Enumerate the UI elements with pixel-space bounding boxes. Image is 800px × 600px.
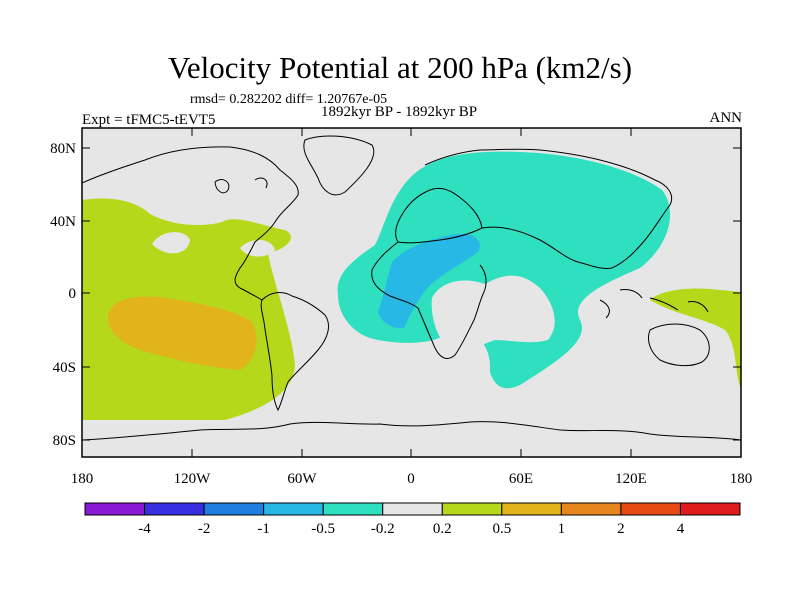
- lon-tick-180w: 180: [71, 471, 94, 487]
- colorbar-label-7: 1: [558, 521, 566, 537]
- colorbar-label-3: -0.5: [311, 521, 335, 537]
- colorbar: [84, 502, 741, 516]
- lat-tick-40n: 40N: [50, 214, 76, 230]
- colorbar-box-9: [620, 502, 681, 516]
- colorbar-box-3: [263, 502, 324, 516]
- west-pacific-positive-region: [650, 288, 741, 388]
- africa-neutral-pocket: [431, 275, 555, 352]
- colorbar-label-4: -0.2: [371, 521, 395, 537]
- eastern-negative-region: [337, 151, 671, 389]
- season-label: ANN: [709, 110, 743, 126]
- lon-tick-180e: 180: [730, 471, 753, 487]
- lon-tick-120e: 120E: [615, 471, 647, 487]
- colorbar-box-5: [382, 502, 443, 516]
- lon-tick-60e: 60E: [509, 471, 533, 487]
- south-america-coast: [260, 292, 329, 412]
- colorbar-box-7: [501, 502, 562, 516]
- colorbar-label-6: 0.5: [492, 521, 511, 537]
- colorbar-label-5: 0.2: [433, 521, 452, 537]
- lat-tick-80s: 80S: [53, 433, 76, 449]
- colorbar-label-2: -1: [257, 521, 270, 537]
- colorbar-labels: -4 -2 -1 -0.5 -0.2 0.2 0.5 1 2 4: [138, 521, 684, 537]
- colorbar-box-1: [144, 502, 205, 516]
- axis-ticks: [81, 128, 742, 457]
- colorbar-label-0: -4: [138, 521, 151, 537]
- colorbar-box-4: [322, 502, 384, 516]
- lon-tick-120w: 120W: [174, 471, 212, 487]
- colorbar-label-9: 4: [677, 521, 685, 537]
- period-label: 1892kyr BP - 1892kyr BP: [321, 104, 478, 120]
- colorbar-label-8: 2: [617, 521, 625, 537]
- asia-coast: [424, 148, 673, 269]
- coastlines: [82, 135, 741, 441]
- contour-fills: [82, 151, 741, 420]
- lon-tick-0: 0: [407, 471, 415, 487]
- greenland-coast: [303, 135, 375, 196]
- experiment-label: Expt = tFMC5-tEVT5: [82, 112, 216, 128]
- colorbar-box-10: [679, 502, 741, 516]
- antarctica-coast: [82, 421, 741, 441]
- colorbar-box-2: [203, 502, 265, 516]
- southeast-asia-islands: [599, 289, 709, 319]
- lat-tick-40s: 40S: [53, 360, 76, 376]
- eastern-negative-core: [378, 233, 480, 329]
- colorbar-box-0: [84, 502, 146, 516]
- map-title: Velocity Potential at 200 hPa (km2/s): [167, 50, 633, 85]
- stats-line: rmsd= 0.282202 diff= 1.20767e-05: [190, 92, 388, 107]
- colorbar-box-8: [560, 502, 622, 516]
- north-america-coast: [82, 146, 299, 301]
- lon-tick-60w: 60W: [287, 471, 317, 487]
- pacific-neutral-hole: [152, 232, 190, 254]
- australia-coast: [647, 323, 710, 367]
- lat-tick-0: 0: [69, 286, 77, 302]
- pacific-positive-core: [108, 296, 257, 370]
- colorbar-box-6: [441, 502, 503, 516]
- europe-africa-coast: [371, 187, 487, 359]
- pacific-neutral-hole-2: [240, 239, 275, 257]
- colorbar-label-1: -2: [198, 521, 211, 537]
- lat-tick-80n: 80N: [50, 141, 76, 157]
